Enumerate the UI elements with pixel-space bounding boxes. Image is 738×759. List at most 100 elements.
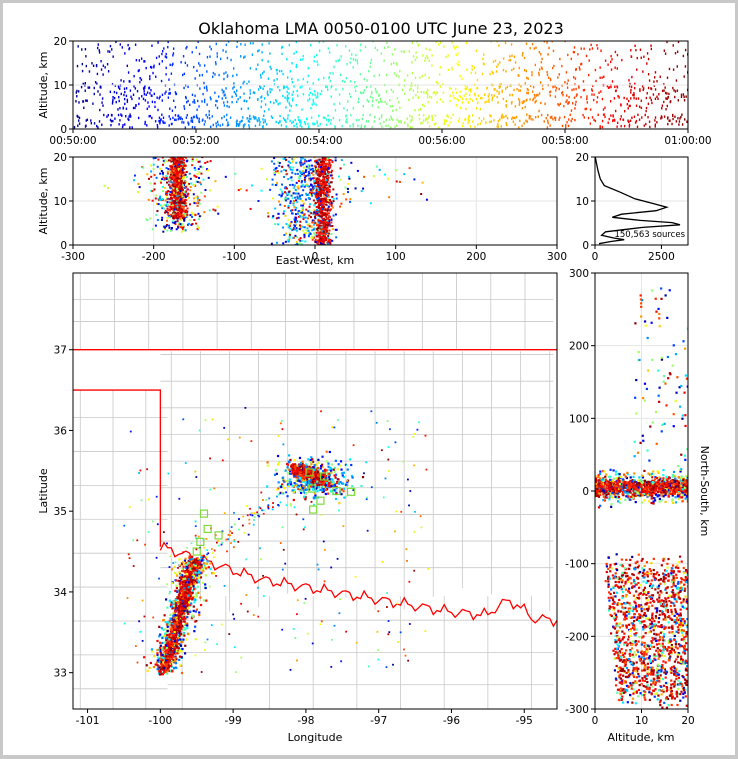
time-height-source — [264, 97, 265, 99]
east-west-source — [324, 209, 326, 211]
east-west-source — [195, 202, 197, 204]
time-height-source — [143, 60, 144, 62]
time-height-source — [389, 118, 390, 120]
time-height-source — [451, 41, 452, 43]
time-height-source — [326, 118, 327, 120]
time-height-source — [466, 69, 467, 71]
time-height-source — [664, 50, 665, 52]
east-west-source — [172, 184, 174, 186]
east-west-source — [322, 238, 324, 240]
east-west-source — [191, 212, 193, 214]
time-height-source — [415, 94, 416, 96]
time-height-source — [268, 77, 269, 79]
time-height-source — [316, 120, 317, 122]
east-west-source — [167, 217, 169, 219]
east-west-source — [285, 170, 287, 172]
east-west-source — [180, 223, 182, 225]
east-west-source — [388, 196, 390, 198]
time-height-source — [78, 90, 79, 92]
time-height-source — [458, 120, 459, 122]
plan-view-source — [327, 463, 329, 465]
time-height-source — [168, 96, 169, 98]
time-height-source — [225, 50, 226, 52]
time-height-source — [240, 96, 241, 98]
time-height-source — [339, 102, 340, 104]
time-height-source — [422, 54, 423, 56]
time-height-source — [404, 50, 405, 52]
time-height-source — [685, 95, 686, 97]
time-height-source — [630, 120, 631, 122]
time-height-source — [360, 91, 361, 93]
time-height-source — [381, 125, 382, 127]
east-west-source — [150, 176, 152, 178]
time-height-source — [436, 101, 437, 103]
time-height-source — [683, 55, 684, 57]
time-height-source — [202, 74, 203, 76]
time-height-source — [310, 107, 311, 109]
east-west-source — [426, 199, 428, 201]
time-height-source — [381, 52, 382, 54]
time-height-source — [457, 98, 458, 100]
time-height-source — [534, 96, 535, 98]
time-height-source — [308, 125, 309, 127]
time-height-source — [661, 107, 662, 109]
east-west-source — [165, 210, 167, 212]
east-west-source — [174, 167, 176, 169]
time-height-source — [419, 77, 420, 79]
east-west-source — [188, 197, 190, 199]
time-height-source — [615, 51, 616, 53]
east-west-source — [193, 219, 195, 221]
time-height-source — [327, 114, 328, 116]
east-west-source — [396, 180, 398, 182]
east-west-source — [142, 167, 144, 169]
time-height-source — [161, 114, 162, 116]
time-height-source — [596, 101, 597, 103]
east-west-source — [285, 233, 287, 235]
time-height-source — [679, 120, 680, 122]
east-west-source — [155, 225, 157, 227]
time-height-source — [110, 91, 111, 93]
time-height-source — [547, 126, 548, 128]
time-height-source — [437, 82, 438, 84]
east-west-source — [289, 184, 291, 186]
time-height-source — [574, 97, 575, 99]
time-height-source — [614, 66, 615, 68]
east-west-source — [323, 173, 325, 175]
east-west-source — [293, 200, 295, 202]
time-height-source — [227, 121, 228, 123]
east-west-source — [277, 172, 279, 174]
east-west-source — [304, 240, 306, 242]
time-height-source — [425, 57, 426, 59]
time-height-source — [528, 92, 529, 94]
east-west-source — [183, 163, 185, 165]
time-height-source — [478, 94, 479, 96]
east-west-source — [289, 237, 291, 239]
time-height-source — [415, 51, 416, 53]
east-west-source — [167, 213, 169, 215]
time-height-source — [109, 51, 110, 53]
time-height-source — [559, 88, 560, 90]
time-height-source — [492, 72, 493, 74]
time-height-source — [427, 101, 428, 103]
plan-view-source — [288, 461, 290, 463]
east-west-source — [156, 210, 158, 212]
time-height-source — [578, 86, 579, 88]
east-west-source — [250, 208, 252, 210]
east-west-source — [193, 184, 195, 186]
time-height-source — [547, 114, 548, 116]
east-west-source — [283, 169, 285, 171]
east-west-source — [176, 169, 178, 171]
time-height-source — [297, 95, 298, 97]
east-west-source — [324, 188, 326, 190]
time-height-source — [130, 96, 131, 98]
time-height-source — [145, 99, 146, 101]
time-height-source — [646, 62, 647, 64]
time-height-source — [249, 117, 250, 119]
east-west-source — [321, 198, 323, 200]
east-west-source — [280, 170, 282, 172]
time-height-source — [444, 119, 445, 121]
time-height-source — [524, 57, 525, 59]
time-height-source — [107, 63, 108, 65]
east-west-source — [335, 213, 337, 215]
time-height-source — [567, 102, 568, 104]
